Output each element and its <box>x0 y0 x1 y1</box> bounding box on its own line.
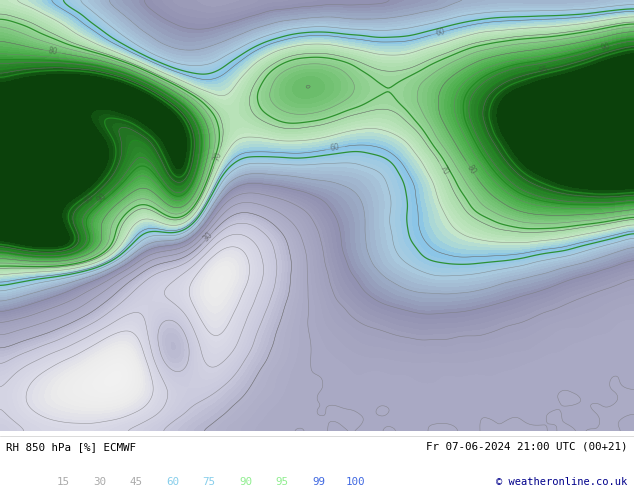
Text: 15: 15 <box>57 477 70 487</box>
Text: © weatheronline.co.uk: © weatheronline.co.uk <box>496 477 628 487</box>
Text: 60: 60 <box>330 143 341 153</box>
Text: 30: 30 <box>202 231 215 244</box>
Text: 95: 95 <box>276 477 288 487</box>
Text: 60: 60 <box>434 27 446 38</box>
Text: 80: 80 <box>465 163 478 176</box>
Text: 70: 70 <box>437 164 450 177</box>
Text: 30: 30 <box>93 477 107 487</box>
Text: 99: 99 <box>312 477 325 487</box>
Text: 45: 45 <box>130 477 143 487</box>
Text: 80: 80 <box>47 46 58 57</box>
Text: 100: 100 <box>346 477 365 487</box>
Text: RH 850 hPa [%] ECMWF: RH 850 hPa [%] ECMWF <box>6 442 136 452</box>
Text: 75: 75 <box>203 477 216 487</box>
Text: 60: 60 <box>166 477 179 487</box>
Text: 90: 90 <box>239 477 252 487</box>
Text: 90: 90 <box>95 192 108 205</box>
Text: Fr 07-06-2024 21:00 UTC (00+21): Fr 07-06-2024 21:00 UTC (00+21) <box>426 442 628 452</box>
Text: 70: 70 <box>211 151 223 163</box>
Text: 95: 95 <box>82 193 95 205</box>
Text: 95: 95 <box>538 65 550 76</box>
Text: 90: 90 <box>600 41 612 52</box>
